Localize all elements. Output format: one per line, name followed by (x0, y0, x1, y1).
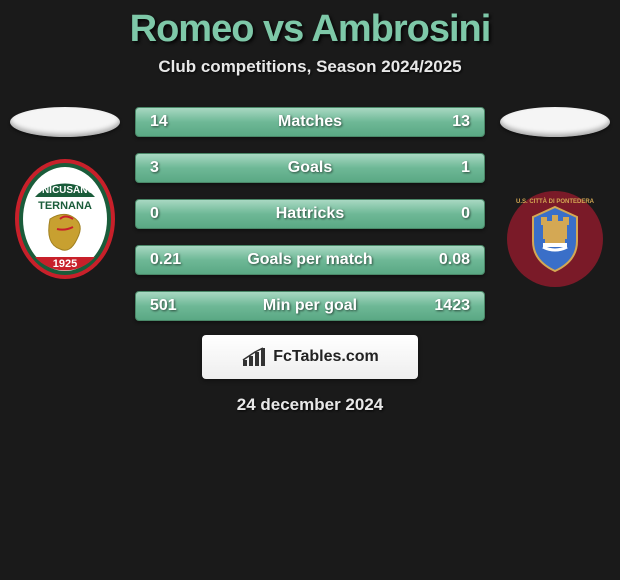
stat-row-matches: 14 Matches 13 (135, 107, 485, 137)
stat-right-value: 0.08 (420, 251, 470, 269)
stat-left-value: 0 (150, 205, 200, 223)
stat-label: Matches (200, 113, 420, 131)
stat-row-goals-per-match: 0.21 Goals per match 0.08 (135, 245, 485, 275)
stat-label: Goals (200, 159, 420, 177)
left-team-crest: UNICUSANO TERNANA 1925 (15, 159, 115, 279)
stat-row-hattricks: 0 Hattricks 0 (135, 199, 485, 229)
right-team-col: U.S. CITTÀ DI PONTEDERA (495, 107, 615, 299)
stat-left-value: 14 (150, 113, 200, 131)
stat-label: Goals per match (200, 251, 420, 269)
stat-right-value: 1423 (420, 297, 470, 315)
chart-icon (241, 346, 267, 368)
stat-row-min-per-goal: 501 Min per goal 1423 (135, 291, 485, 321)
svg-text:1925: 1925 (53, 258, 77, 270)
svg-text:UNICUSANO: UNICUSANO (35, 185, 96, 196)
right-team-crest: U.S. CITTÀ DI PONTEDERA (505, 179, 605, 299)
svg-text:U.S. CITTÀ DI PONTEDERA: U.S. CITTÀ DI PONTEDERA (516, 198, 595, 205)
stat-left-value: 0.21 (150, 251, 200, 269)
left-team-col: UNICUSANO TERNANA 1925 (5, 107, 125, 279)
branding-text: FcTables.com (273, 348, 379, 366)
stat-left-value: 3 (150, 159, 200, 177)
stats-column: 14 Matches 13 3 Goals 1 0 Hattricks 0 0.… (135, 107, 485, 321)
stat-label: Hattricks (200, 205, 420, 223)
stat-right-value: 0 (420, 205, 470, 223)
stat-label: Min per goal (200, 297, 420, 315)
branding-badge[interactable]: FcTables.com (202, 335, 418, 379)
stat-row-goals: 3 Goals 1 (135, 153, 485, 183)
subtitle: Club competitions, Season 2024/2025 (158, 57, 461, 77)
page-title: Romeo vs Ambrosini (130, 8, 491, 51)
left-flag-placeholder (10, 107, 120, 137)
date-text: 24 december 2024 (237, 395, 384, 415)
svg-text:TERNANA: TERNANA (38, 200, 92, 212)
stat-left-value: 501 (150, 297, 200, 315)
stat-right-value: 13 (420, 113, 470, 131)
stats-area: UNICUSANO TERNANA 1925 14 Matches 13 3 G… (0, 107, 620, 321)
stat-right-value: 1 (420, 159, 470, 177)
right-flag-placeholder (500, 107, 610, 137)
